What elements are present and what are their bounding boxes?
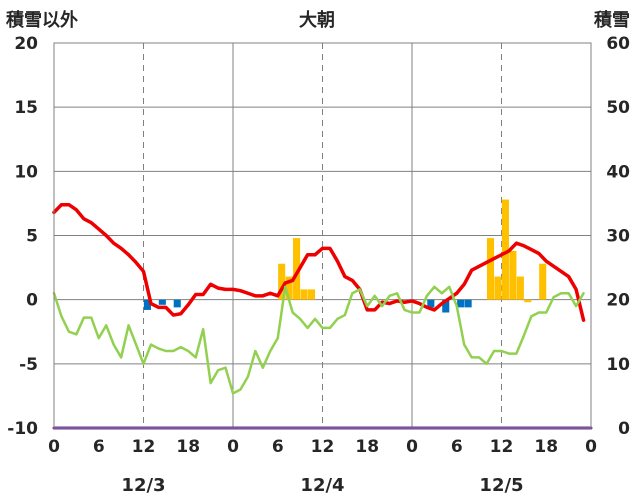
right-axis-title: 積雪 [593,9,630,31]
bar [486,238,495,300]
y-left-tick-label: -10 [7,419,38,439]
chart-title: 大朝 [299,9,335,31]
bar [427,299,435,308]
grid-lines [54,43,591,428]
bar [300,289,308,300]
x-tick-label: 18 [176,437,200,457]
series-line [52,202,586,322]
x-tick-label: 0 [585,437,597,457]
bar [293,238,301,300]
plot-area-border [53,42,592,429]
bar [494,276,502,300]
bar [158,299,166,305]
y-left-tick-label: 5 [26,227,38,247]
x-tick-label: 18 [534,437,558,457]
y-left-tick-label: 10 [14,162,38,182]
bar [442,299,450,313]
y-right-tick-label: 10 [606,355,630,375]
bar [516,276,524,300]
bar [464,299,472,308]
y-left-tick-label: 0 [26,291,38,311]
bar [501,199,509,300]
y-right-tick-label: 40 [606,162,630,182]
x-tick-label: 6 [93,437,105,457]
bar [278,263,286,300]
left-axis-title: 積雪以外 [5,9,78,31]
bar [173,299,181,308]
bar [307,289,316,300]
y-left-tick-label: -5 [19,355,38,375]
line-series [52,202,593,430]
y-left-tick-label: 20 [14,34,38,54]
x-tick-label: 12 [311,437,335,457]
y-right-tick-label: 50 [606,98,630,118]
bar [457,299,465,308]
bar [524,299,532,303]
x-tick-label: 18 [355,437,379,457]
x-tick-label: 6 [451,437,463,457]
bar [143,299,151,310]
y-left-tick-label: 15 [14,98,38,118]
bar [285,276,293,300]
date-label: 12/5 [479,475,523,496]
bar [539,263,547,300]
x-tick-label: 0 [406,437,418,457]
bar-series [143,199,547,313]
bar [509,250,517,300]
series-line [52,285,585,395]
y-right-tick-label: 30 [606,227,630,247]
x-tick-label: 0 [227,437,239,457]
x-tick-label: 12 [132,437,156,457]
date-label: 12/3 [121,475,165,496]
x-tick-label: 6 [272,437,284,457]
y-right-tick-label: 60 [606,34,630,54]
y-right-tick-label: 0 [618,419,630,439]
y-right-tick-label: 20 [606,291,630,311]
x-tick-label: 0 [48,437,60,457]
x-tick-label: 12 [490,437,514,457]
date-label: 12/4 [300,475,344,496]
